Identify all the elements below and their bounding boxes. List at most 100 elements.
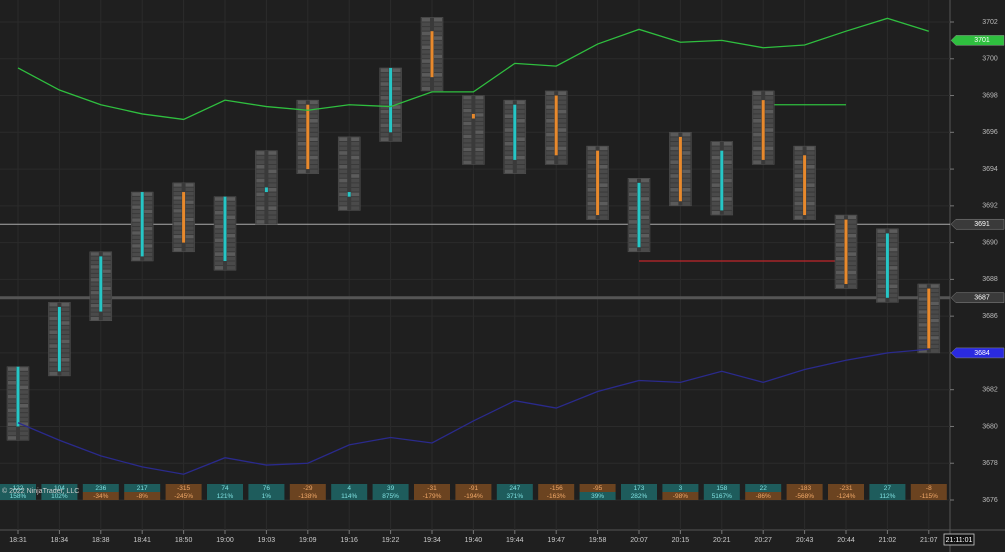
footprint-cell	[930, 293, 939, 297]
price-marker-label: 3684	[974, 350, 990, 357]
footprint-cell	[848, 220, 856, 224]
footprint-cell	[268, 174, 277, 178]
footprint-cell	[434, 27, 442, 31]
footprint-cell	[877, 247, 886, 252]
candle-body	[140, 192, 144, 257]
footprint-cell	[268, 206, 277, 210]
footprint-cell	[173, 217, 182, 222]
footprint-cell	[723, 210, 732, 215]
footprint-cell	[49, 307, 58, 312]
footprint-cell	[227, 210, 235, 215]
footprint-cell	[806, 169, 815, 174]
footprint-cell	[8, 408, 16, 413]
footprint-cell	[723, 160, 732, 164]
footprint-cell	[711, 146, 720, 151]
footprint-cell	[144, 239, 153, 244]
footprint-cell	[380, 77, 389, 82]
footprint-cell	[227, 256, 235, 261]
footprint-cell	[297, 155, 306, 160]
footprint-cell	[256, 220, 265, 224]
footprint-cell	[558, 119, 567, 123]
footprint-range	[462, 95, 485, 165]
footprint-cell	[8, 399, 16, 403]
footprint-cell	[504, 100, 513, 105]
delta-pct-cell	[496, 492, 533, 500]
footprint-cell	[434, 54, 442, 59]
footprint-cell	[930, 318, 939, 323]
footprint-cell	[599, 155, 608, 160]
delta-value: -183	[798, 485, 811, 492]
footprint-cell	[794, 183, 803, 187]
footprint-cell	[392, 82, 401, 86]
footprint-cell	[309, 132, 318, 137]
footprint-cell	[132, 196, 141, 201]
footprint-cell	[351, 197, 360, 201]
footprint-cell	[463, 108, 472, 113]
footprint-cell	[723, 155, 732, 160]
x-tick-label: 20:27	[754, 537, 772, 544]
footprint-cell	[463, 126, 472, 130]
footprint-cell	[173, 200, 182, 204]
footprint-cell	[8, 431, 16, 436]
footprint-cell	[256, 164, 265, 169]
footprint-cell	[463, 143, 472, 147]
footprint-cell	[587, 183, 596, 187]
footprint-cell	[848, 252, 856, 256]
footprint-cell	[144, 257, 153, 261]
footprint-cell	[918, 323, 927, 327]
footprint-cell	[8, 381, 16, 385]
footprint-cell	[682, 142, 691, 146]
footprint-cell	[132, 209, 141, 214]
footprint-cell	[434, 77, 442, 82]
footprint-cell	[930, 288, 939, 293]
footprint-cell	[351, 137, 360, 141]
footprint-cell	[227, 238, 235, 243]
footprint-cell	[380, 105, 389, 109]
footprint-cell	[753, 96, 762, 100]
footprint-cell	[848, 275, 856, 279]
footprint-cell	[380, 123, 389, 128]
footprint-cell	[256, 192, 265, 197]
footprint-cell	[61, 316, 70, 321]
footprint-cell	[339, 201, 348, 206]
footprint-cell	[90, 295, 99, 299]
footprint-cell	[49, 330, 58, 335]
footprint-cell	[516, 119, 525, 123]
footprint-cell	[90, 299, 99, 304]
delta-pct: 875%	[382, 493, 399, 500]
footprint-cell	[504, 151, 513, 155]
footprint-cell	[339, 137, 348, 141]
delta-pct: -86%	[756, 493, 771, 500]
footprint-cell	[753, 119, 762, 123]
delta-pct: -34%	[93, 493, 108, 500]
delta-pct-cell	[910, 492, 947, 500]
footprint-cell	[61, 321, 70, 325]
footprint-cell	[599, 160, 608, 164]
footprint-cell	[475, 139, 484, 143]
footprint-cell	[848, 256, 856, 261]
footprint-cell	[173, 239, 182, 243]
footprint-cell	[723, 197, 732, 201]
y-tick-label: 3682	[982, 387, 998, 394]
footprint-cell	[711, 164, 720, 169]
footprint-cell	[516, 109, 525, 114]
footprint-cell	[670, 146, 679, 151]
delta-pct: 112%	[879, 493, 895, 500]
x-tick-label: 18:38	[92, 537, 110, 544]
footprint-cell	[794, 192, 803, 197]
footprint-cell	[256, 206, 265, 210]
footprint-cell	[848, 270, 856, 275]
footprint-cell	[268, 210, 277, 215]
delta-pct: -138%	[298, 493, 317, 500]
footprint-cell	[629, 238, 637, 243]
footprint-cell	[392, 100, 401, 105]
footprint-cell	[351, 206, 360, 210]
footprint-cell	[587, 146, 596, 151]
delta-value: 39	[387, 485, 395, 492]
footprint-cell	[723, 151, 732, 155]
footprint-cell	[753, 155, 762, 160]
footprint-cell	[132, 235, 141, 239]
footprint-cell	[794, 187, 803, 192]
delta-pct-cell	[82, 492, 119, 500]
delta-pct: -8%	[136, 493, 148, 500]
